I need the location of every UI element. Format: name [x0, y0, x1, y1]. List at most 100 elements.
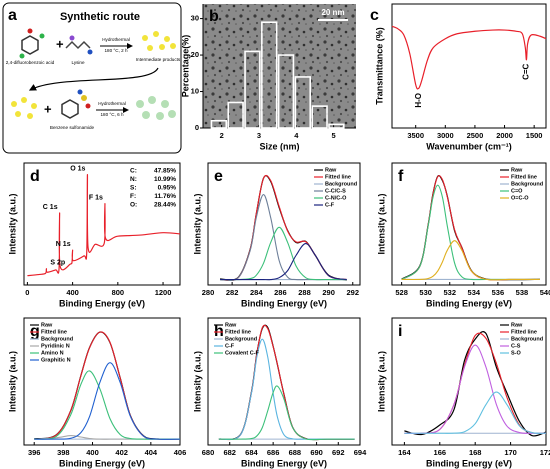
x-tick-label: 0 [25, 288, 29, 297]
x-tick-label: 680 [202, 448, 215, 457]
legend-label: Raw [225, 322, 237, 328]
element-percent: 10.99% [154, 176, 176, 183]
series-line [404, 331, 547, 437]
series-line [27, 174, 181, 277]
x-tick-label: 694 [354, 448, 367, 457]
legend-label: Fitted line [41, 329, 67, 335]
peak-label: F 1s [89, 195, 103, 202]
plus: + [44, 101, 52, 116]
x-tick-label: 528 [395, 288, 408, 297]
x-tick-label: 538 [516, 288, 529, 297]
element-label: C: [130, 168, 137, 175]
y-tick-label: 30 [191, 14, 199, 23]
atom [27, 28, 33, 34]
x-tick-label: 690 [310, 448, 323, 457]
x-tick-label: 172 [540, 448, 550, 457]
peak-label: O 1s [70, 165, 85, 172]
legend-label: Fitted line [325, 174, 351, 180]
molecule-label: 2,4-difluorobenzoic acid [6, 60, 55, 65]
molecule [61, 99, 79, 119]
x-tick-label: 3000 [437, 131, 454, 140]
series-line [404, 344, 547, 435]
panel-letter: e [214, 168, 223, 185]
scale-bar-label: 20 nm [321, 8, 344, 17]
legend-label: Amino N [41, 350, 64, 356]
peak-label: C=C [522, 63, 531, 79]
panel-4: e 280 282 284 286 288 290 292 Binding Energy (eV… [192, 162, 361, 308]
element-percent: 11.76% [154, 193, 176, 200]
legend-label: Raw [41, 322, 53, 328]
series-line [220, 226, 347, 281]
legend-label: Raw [511, 322, 523, 328]
x-tick-label: 532 [443, 288, 456, 297]
panel-a: a Synthetic route + Hydrothermal 180 °C,… [2, 2, 182, 154]
x-tick-label: 398 [57, 448, 70, 457]
series-line [220, 243, 347, 281]
legend-label: Raw [325, 167, 337, 173]
series-line [401, 240, 540, 281]
legend-label: Background [325, 181, 357, 187]
x-axis-label: Binding Energy (eV) [241, 458, 327, 468]
legend-label: C-S [511, 343, 521, 349]
x-tick-label: 682 [223, 448, 236, 457]
panel-5: f 528 530 532 534 536 538 540 Binding Energy (eV… [376, 162, 550, 308]
x-axis-label: Binding Energy (eV) [426, 458, 512, 468]
x-tick-label: 396 [28, 448, 41, 457]
atom [87, 49, 93, 55]
x-tick-label: 684 [245, 448, 258, 457]
element-percent: 0.95% [158, 185, 177, 192]
x-tick-label: 400 [86, 448, 99, 457]
panel-letter: c [370, 7, 379, 24]
arrow [28, 67, 159, 91]
legend-label: S-O [511, 350, 522, 356]
y-axis-label: Transmittance (%) [374, 27, 384, 105]
bar [227, 101, 244, 129]
x-tick-label: 540 [540, 288, 550, 297]
x-tick-label: 2000 [496, 131, 513, 140]
series-line [218, 385, 355, 441]
x-tick-label: 166 [434, 448, 447, 457]
legend-label: Fitted line [511, 329, 537, 335]
product-dots [136, 96, 176, 120]
panel-letter: a [8, 7, 17, 24]
x-tick-label: 686 [267, 448, 280, 457]
peak-label: S 2p [50, 260, 65, 267]
x-tick-label: 536 [492, 288, 505, 297]
legend-label: Raw [511, 167, 523, 173]
product-dots [142, 31, 176, 51]
condition: 180 °C, 2 h [104, 48, 127, 53]
y-axis-label: Intensity (a.u.) [192, 351, 202, 412]
x-tick-label: 3 [257, 131, 261, 140]
bar [277, 54, 295, 129]
series-line [34, 370, 180, 440]
legend-label: Covalent C-F [225, 350, 260, 356]
x-tick-label: 288 [298, 288, 311, 297]
x-tick-label: 292 [347, 288, 360, 297]
molecule-label: Lysine [71, 60, 85, 65]
x-tick-label: 5 [332, 131, 336, 140]
element-label: S: [130, 185, 137, 192]
legend-label: C-F [325, 202, 335, 208]
plus: + [56, 36, 64, 51]
atom [85, 103, 91, 109]
plot-frame [391, 162, 547, 286]
legend-label: Background [511, 181, 543, 187]
molecule-label: Benzene sulfonamide [50, 125, 95, 130]
product-label: Intermediate products [136, 57, 181, 62]
legend-label: Background [225, 336, 257, 342]
x-tick-label: 286 [274, 288, 287, 297]
legend-label: C-C/C-S [325, 188, 346, 194]
x-tick-label: 534 [468, 288, 481, 297]
plot-frame [23, 317, 181, 446]
peak-label: C 1s [43, 204, 58, 211]
atom [77, 89, 83, 95]
x-tick-label: 282 [226, 288, 239, 297]
element-percent: 28.44% [154, 202, 176, 209]
x-axis-label: Binding Energy (eV) [426, 298, 512, 308]
plot-frame [391, 3, 547, 129]
atom [19, 53, 25, 59]
atom [69, 35, 75, 41]
x-tick-label: 290 [322, 288, 335, 297]
